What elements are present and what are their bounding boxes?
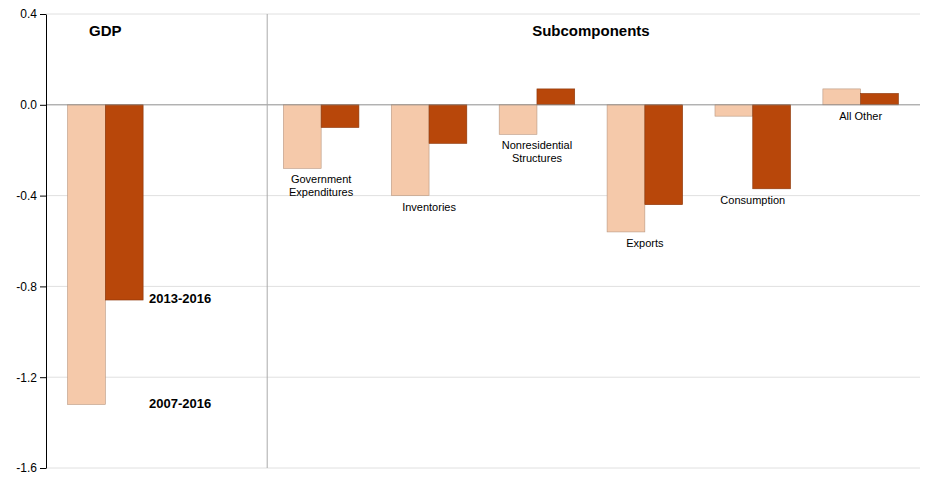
- tick-mark: [40, 468, 46, 469]
- section-label: GDP: [89, 22, 122, 39]
- bars: [68, 89, 899, 405]
- category-label: GovernmentExpenditures: [289, 173, 354, 198]
- bar: [861, 93, 899, 104]
- bar: [537, 89, 575, 105]
- category-label-line: Consumption: [720, 194, 785, 206]
- category-label-line: Government: [291, 173, 352, 185]
- tick-label: -0.8: [16, 280, 37, 294]
- bar: [823, 89, 861, 105]
- bar: [429, 105, 467, 144]
- category-label-line: Nonresidential: [502, 139, 572, 151]
- tick: -0.4: [16, 189, 46, 203]
- tick-label: -1.2: [16, 371, 37, 385]
- tick: -1.2: [16, 371, 46, 385]
- tick-mark: [40, 14, 46, 15]
- bar: [391, 105, 429, 196]
- bar: [105, 105, 143, 300]
- category-label-line: Exports: [626, 237, 664, 249]
- zero-line: [46, 104, 920, 105]
- bar: [607, 105, 645, 232]
- tick-label: -1.6: [16, 461, 37, 475]
- axis-line: [46, 15, 47, 469]
- grid-line: [46, 195, 920, 196]
- bar: [321, 105, 359, 128]
- bar: [645, 105, 683, 205]
- category-label-line: Structures: [512, 152, 563, 164]
- category-label: All Other: [839, 110, 882, 122]
- series-label: 2007-2016: [149, 396, 211, 411]
- tick-mark: [40, 105, 46, 106]
- section-label: Subcomponents: [532, 22, 650, 39]
- series: [105, 89, 898, 300]
- grid-line: [46, 14, 920, 15]
- tick: -0.8: [16, 280, 46, 294]
- series: [68, 89, 861, 405]
- series-label: 2013-2016: [149, 291, 211, 306]
- tick-label: 0.0: [20, 98, 37, 112]
- labels: GDP Subcomponents 2007-2016 2013-2016 Govern…: [89, 22, 882, 411]
- tick-label: -0.4: [16, 189, 37, 203]
- divider: [267, 14, 268, 468]
- bar: [499, 105, 537, 135]
- category-label-line: Expenditures: [289, 186, 354, 198]
- grid-line: [46, 377, 920, 378]
- chart: -1.6 -1.2 -0.8 -0.4 0.0 0.4 GDP Subcomponents 20…: [0, 0, 936, 482]
- grid: [46, 14, 920, 468]
- category-label: Consumption: [720, 194, 785, 206]
- bar: [283, 105, 321, 169]
- category-label: Exports: [626, 237, 664, 249]
- grid-line: [46, 286, 920, 287]
- tick-label: 0.4: [20, 7, 37, 21]
- tick-mark: [40, 196, 46, 197]
- grid-line: [46, 468, 920, 469]
- category-label-line: All Other: [839, 110, 882, 122]
- grid-line: [46, 104, 920, 105]
- bar: [715, 105, 753, 116]
- tick-mark: [40, 286, 46, 287]
- category-label-line: Inventories: [402, 201, 456, 213]
- category-label: Inventories: [402, 201, 456, 213]
- category-label: NonresidentialStructures: [502, 139, 572, 164]
- tick: 0.4: [20, 7, 46, 21]
- tick-mark: [40, 377, 46, 378]
- tick: 0.0: [20, 98, 46, 112]
- bar: [68, 105, 106, 405]
- y-axis: -1.6 -1.2 -0.8 -0.4 0.0 0.4: [16, 7, 46, 475]
- bar: [753, 105, 791, 189]
- tick: -1.6: [16, 461, 46, 475]
